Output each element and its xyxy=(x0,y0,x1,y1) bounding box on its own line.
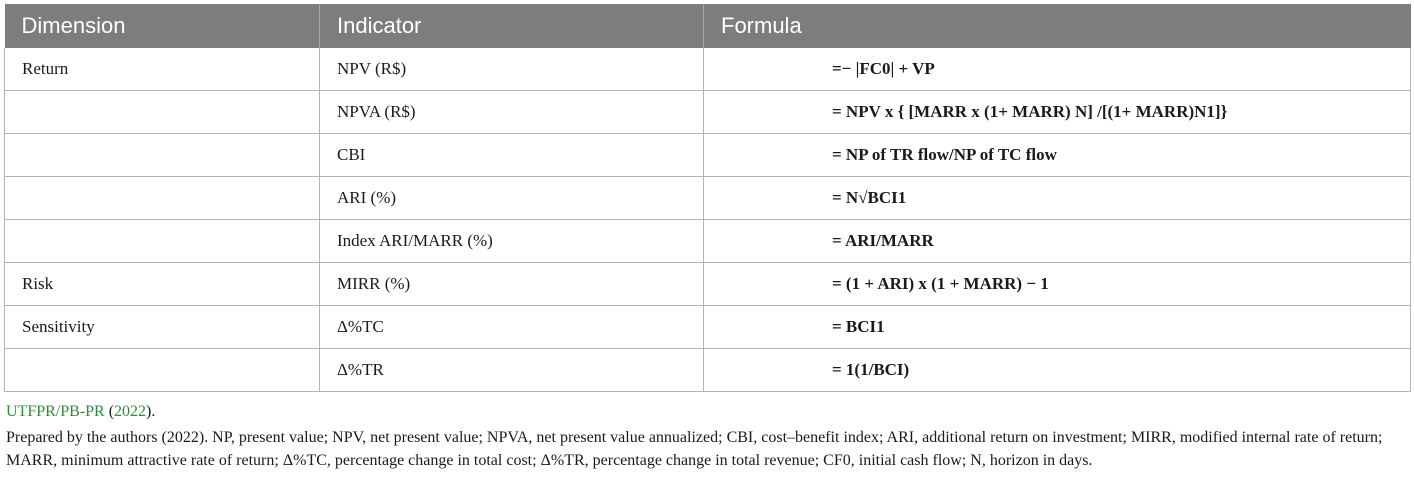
formula-cell: = NPV x { [MARR x (1+ MARR) N] /[(1+ MAR… xyxy=(703,90,1411,134)
formula-cell: = N√BCI1 xyxy=(703,176,1411,220)
header-dimension: Dimension xyxy=(4,4,320,48)
indicator-cell: NPV (R$) xyxy=(319,48,704,91)
header-formula: Formula xyxy=(703,4,1411,48)
dimension-cell xyxy=(4,133,320,177)
dimension-cell: Sensitivity xyxy=(4,305,320,349)
indicator-cell: MIRR (%) xyxy=(319,262,704,306)
table-row: Δ%TR = 1(1/BCI) xyxy=(4,348,1411,392)
source-paren-close: ). xyxy=(146,403,156,420)
table-row: NPVA (R$) = NPV x { [MARR x (1+ MARR) N]… xyxy=(4,90,1411,134)
formula-cell: = BCI1 xyxy=(703,305,1411,349)
indicator-cell: ARI (%) xyxy=(319,176,704,220)
source-link[interactable]: UTFPR/PB-PR xyxy=(6,403,105,420)
abbreviations-note: Prepared by the authors (2022). NP, pres… xyxy=(6,429,1383,469)
formula-cell: = NP of TR flow/NP of TC flow xyxy=(703,133,1411,177)
indicator-table: Dimension Indicator Formula Return NPV (… xyxy=(4,4,1411,392)
indicator-cell: CBI xyxy=(319,133,704,177)
table-row: Sensitivity Δ%TC = BCI1 xyxy=(4,305,1411,349)
source-paren-open: ( xyxy=(104,403,115,420)
table-row: Risk MIRR (%) = (1 + ARI) x (1 + MARR) −… xyxy=(4,262,1411,306)
header-row: Dimension Indicator Formula xyxy=(4,4,1411,48)
table-row: CBI = NP of TR flow/NP of TC flow xyxy=(4,133,1411,177)
table-container: Dimension Indicator Formula Return NPV (… xyxy=(4,4,1411,472)
dimension-cell xyxy=(4,176,320,220)
dimension-cell xyxy=(4,90,320,134)
table-row: ARI (%) = N√BCI1 xyxy=(4,176,1411,220)
source-line: UTFPR/PB-PR (2022). xyxy=(6,400,1410,423)
indicator-cell: Index ARI/MARR (%) xyxy=(319,219,704,263)
formula-cell: = ARI/MARR xyxy=(703,219,1411,263)
indicator-cell: Δ%TR xyxy=(319,348,704,392)
formula-cell: =− |FC0| + VP xyxy=(703,48,1411,91)
dimension-cell xyxy=(4,219,320,263)
table-row: Index ARI/MARR (%) = ARI/MARR xyxy=(4,219,1411,263)
formula-cell: = 1(1/BCI) xyxy=(703,348,1411,392)
indicator-cell: Δ%TC xyxy=(319,305,704,349)
dimension-cell: Risk xyxy=(4,262,320,306)
indicator-cell: NPVA (R$) xyxy=(319,90,704,134)
header-indicator: Indicator xyxy=(319,4,704,48)
table-row: Return NPV (R$) =− |FC0| + VP xyxy=(4,48,1411,91)
dimension-cell xyxy=(4,348,320,392)
source-year-link[interactable]: 2022 xyxy=(114,403,147,420)
table-notes: UTFPR/PB-PR (2022). Prepared by the auth… xyxy=(4,400,1410,472)
dimension-cell: Return xyxy=(4,48,320,91)
formula-cell: = (1 + ARI) x (1 + MARR) − 1 xyxy=(703,262,1411,306)
